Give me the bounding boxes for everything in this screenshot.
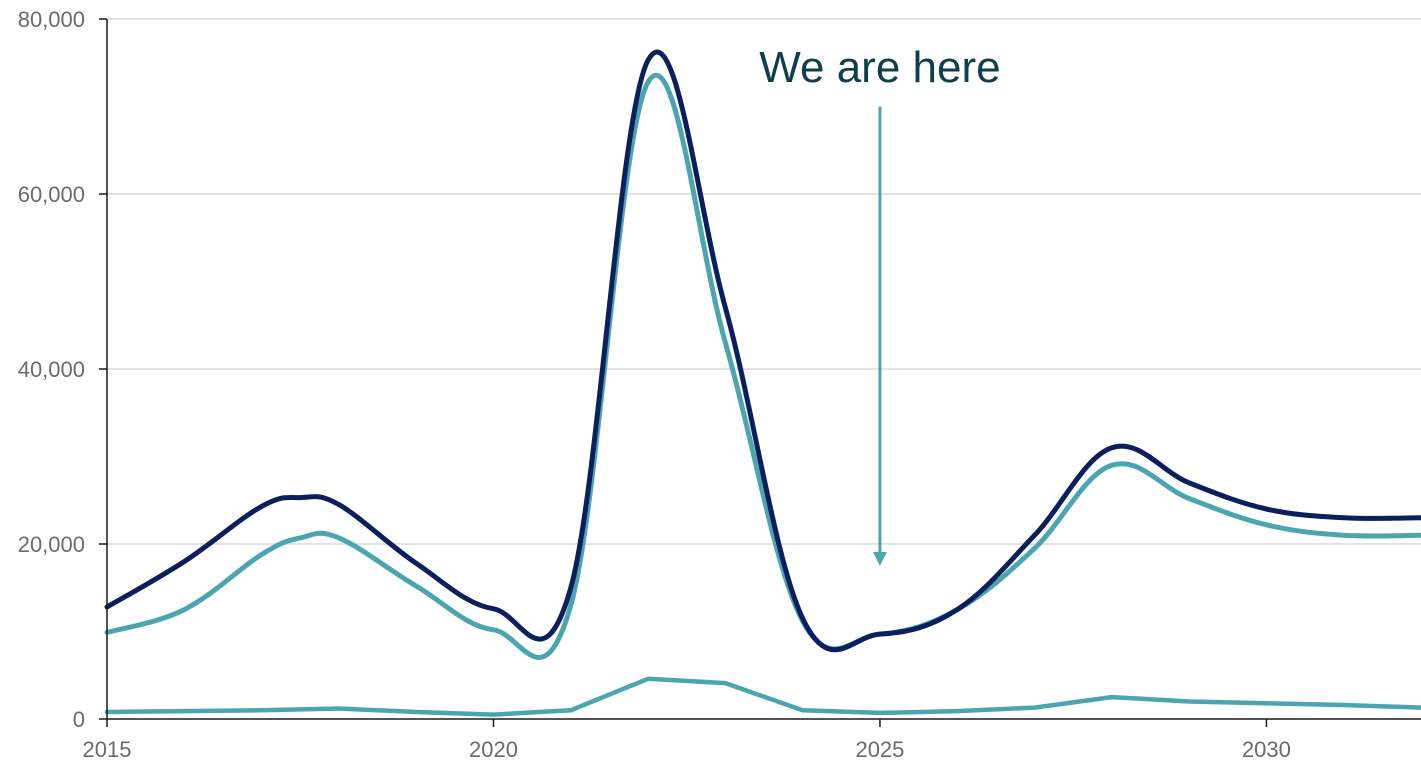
x-tick-label: 2015 <box>83 737 132 762</box>
tick-labels: 0 20,000 40,000 60,000 80,000 2015 2020 2025 203… <box>18 7 1291 762</box>
y-tick-label: 0 <box>73 707 85 732</box>
annotation-arrow-head <box>872 551 887 566</box>
y-tick-label: 20,000 <box>18 532 85 557</box>
annotation-text: We are here <box>759 43 1000 92</box>
axes <box>99 18 1421 727</box>
x-tick-label: 2020 <box>469 737 518 762</box>
y-tick-label: 60,000 <box>18 182 85 207</box>
series-line-1 <box>104 49 1421 653</box>
series-line-2 <box>104 72 1421 660</box>
annotation: We are here <box>759 43 1001 566</box>
x-tick-label: 2030 <box>1242 737 1291 762</box>
series-lines <box>104 49 1421 717</box>
series-line-3 <box>104 676 1421 717</box>
y-tick-label: 80,000 <box>18 7 85 32</box>
grid-lines <box>107 18 1421 545</box>
x-tick-label: 2025 <box>855 737 904 762</box>
y-tick-label: 40,000 <box>18 357 85 382</box>
